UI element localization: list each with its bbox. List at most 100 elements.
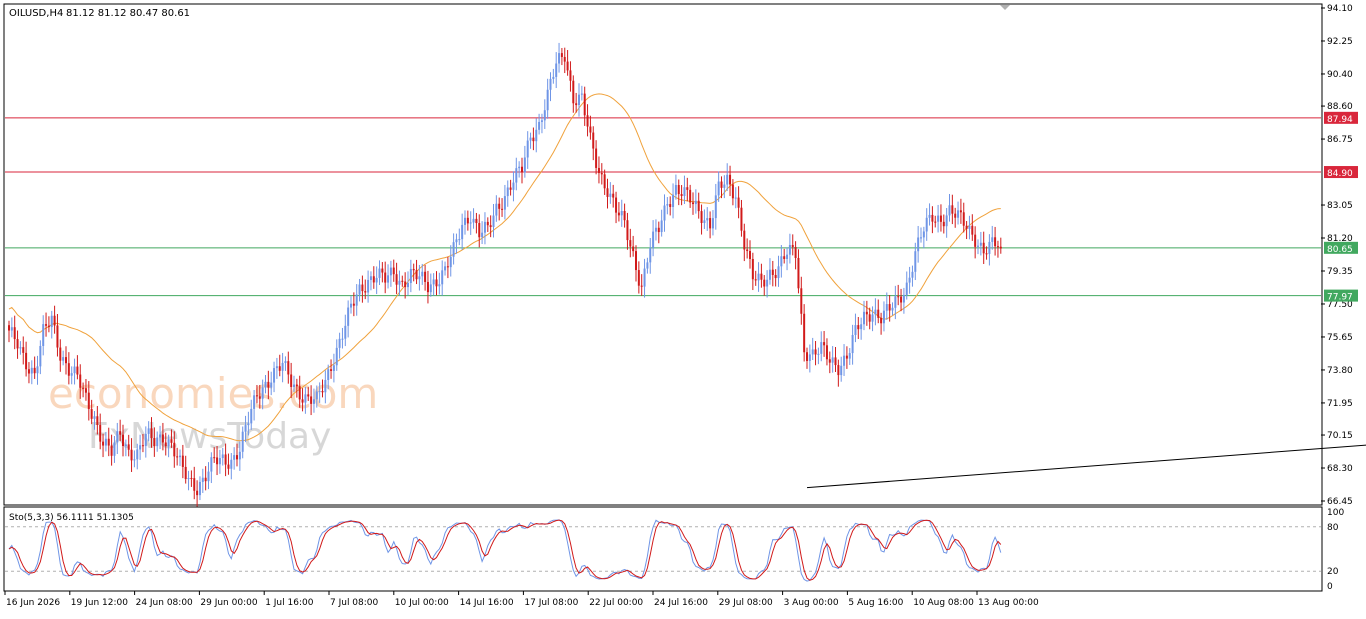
candle-body [894,296,897,308]
x-tick-label: 10 Jul 00:00 [395,598,449,608]
candle-body [635,251,637,271]
candle-body [706,218,709,221]
x-tick-label: 17 Jul 08:00 [524,598,578,608]
candle-body [481,232,484,238]
candle-body [150,428,153,439]
candle-body [962,212,965,226]
candle-body [395,274,398,285]
candle-body [509,187,512,190]
candle-body [378,268,381,278]
price-axis: 94.10 92.25 90.40 88.60 86.75 83.05 81.20 79.35… [1321,4,1353,507]
candle-body [683,187,686,197]
y-tick-label: 70.15 [1327,431,1353,441]
x-tick-label: 29 Jul 08:00 [719,598,773,608]
candle-body [677,184,680,195]
candle-body [207,471,210,482]
candle-body [167,439,170,447]
stoch-d-line [8,519,1002,581]
candle-body [90,409,93,419]
y-tick-label: 94.10 [1327,4,1353,14]
candle-body [181,455,184,467]
level-tag-text-0: 87.94 [1327,115,1353,125]
candle-body [139,445,142,450]
candle-body [882,310,885,324]
candle-body [680,194,683,197]
candle-body [578,94,580,106]
candle-body [857,325,860,330]
candle-body [606,188,609,197]
candle-body [122,434,124,447]
candle-body [216,457,219,465]
candle-body [478,223,481,238]
candle-body [332,365,335,371]
candle-body [757,273,760,281]
candle-body [218,458,221,465]
candle-body [364,291,367,293]
candle-body [737,197,740,208]
candle-body [141,445,144,447]
candle-body [811,349,814,355]
candle-body [330,369,333,371]
trendline[interactable] [806,297,1366,489]
candle-body [238,451,241,460]
candle-body [352,303,355,306]
x-tick-label: 10 Aug 08:00 [913,598,974,608]
candle-body [247,423,250,426]
candle-body [840,365,843,376]
candle-body [754,279,757,281]
candle-body [264,381,267,388]
candle-body [780,256,783,267]
candle-body [464,217,466,225]
candle-body [580,93,583,95]
candle-body [711,218,714,229]
candle-body [743,230,746,250]
candle-body [173,442,176,457]
candle-body [828,359,831,363]
candle-body [36,366,39,374]
y-tick-label: 90.40 [1327,70,1353,80]
candle-body [273,368,276,383]
candle-body [441,270,444,285]
candle-body [945,215,948,227]
candle-body [424,271,427,282]
candle-body [560,53,563,57]
candle-body [153,438,156,447]
candle-body [595,148,598,168]
candle-body [79,374,82,388]
candle-body [572,80,575,104]
candle-body [321,391,324,393]
candle-body [523,157,526,173]
y-tick-label: 68.30 [1327,464,1353,474]
candle-body [692,202,694,205]
candle-body [367,279,370,293]
candle-body [749,251,751,260]
candle-body [401,280,404,282]
candle-body [689,189,692,203]
candle-body [281,362,284,371]
candle-body [985,253,988,255]
candle-body [369,276,372,280]
candle-body [270,382,273,388]
candle-body [538,121,541,130]
x-tick-label: 3 Aug 00:00 [784,598,839,608]
scroll-marker-icon[interactable] [1000,5,1010,10]
oscillator-pane-frame [3,506,1323,592]
candle-body [113,442,116,456]
candle-body [865,311,868,315]
candle-body [914,251,917,272]
candle-body [409,268,412,284]
candle-body [59,347,62,361]
candle-body [73,366,76,374]
candle-body [740,207,743,231]
candle-body [298,386,301,400]
candle-body [512,182,515,190]
candle-body [30,367,33,374]
candle-body [469,222,472,224]
candle-body [16,339,19,349]
candle-body [806,352,808,361]
candle-body [911,271,914,278]
candle-body [714,195,717,219]
candle-body [825,345,828,360]
